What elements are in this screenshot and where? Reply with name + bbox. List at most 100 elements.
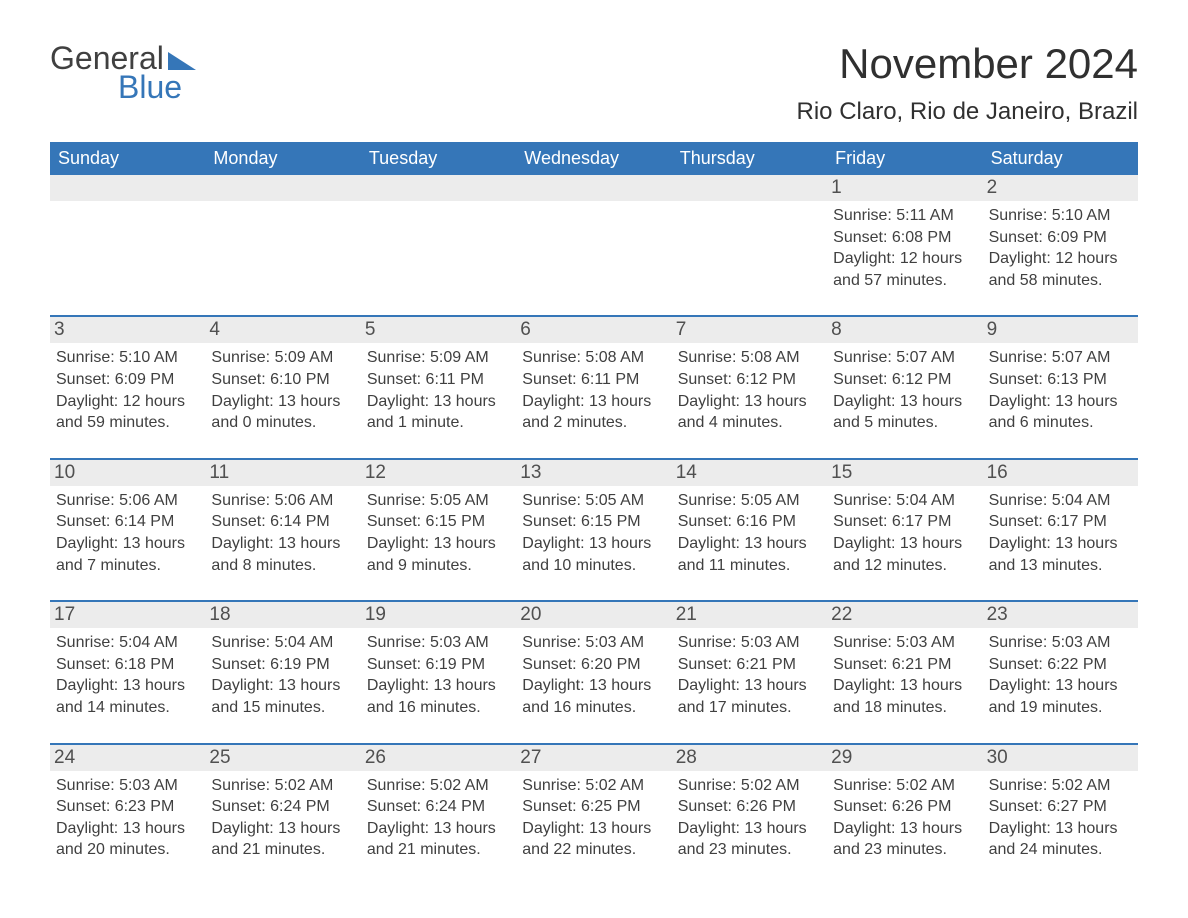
daylight-text: and 17 minutes. xyxy=(678,697,821,719)
day-number: 6 xyxy=(516,317,671,343)
calendar-day: 6Sunrise: 5:08 AMSunset: 6:11 PMDaylight… xyxy=(516,317,671,441)
weekday-header: Friday xyxy=(827,142,982,175)
sunset-text: Sunset: 6:24 PM xyxy=(211,796,354,818)
daylight-text: Daylight: 13 hours xyxy=(833,818,976,840)
day-number: 15 xyxy=(827,460,982,486)
sunrise-text: Sunrise: 5:02 AM xyxy=(522,775,665,797)
weekday-header: Monday xyxy=(205,142,360,175)
calendar-day: 22Sunrise: 5:03 AMSunset: 6:21 PMDayligh… xyxy=(827,602,982,726)
daylight-text: and 11 minutes. xyxy=(678,555,821,577)
sunset-text: Sunset: 6:09 PM xyxy=(989,227,1132,249)
sunset-text: Sunset: 6:21 PM xyxy=(678,654,821,676)
weekday-header: Tuesday xyxy=(361,142,516,175)
daylight-text: Daylight: 13 hours xyxy=(522,675,665,697)
day-number: 16 xyxy=(983,460,1138,486)
calendar-day: 24Sunrise: 5:03 AMSunset: 6:23 PMDayligh… xyxy=(50,745,205,869)
daylight-text: Daylight: 12 hours xyxy=(56,391,199,413)
daylight-text: and 10 minutes. xyxy=(522,555,665,577)
sunrise-text: Sunrise: 5:03 AM xyxy=(367,632,510,654)
sunset-text: Sunset: 6:10 PM xyxy=(211,369,354,391)
sunrise-text: Sunrise: 5:06 AM xyxy=(211,490,354,512)
calendar: Sunday Monday Tuesday Wednesday Thursday… xyxy=(50,142,1138,869)
sunset-text: Sunset: 6:17 PM xyxy=(989,511,1132,533)
daylight-text: and 58 minutes. xyxy=(989,270,1132,292)
daylight-text: Daylight: 12 hours xyxy=(833,248,976,270)
daylight-text: and 4 minutes. xyxy=(678,412,821,434)
sunrise-text: Sunrise: 5:04 AM xyxy=(211,632,354,654)
daylight-text: and 23 minutes. xyxy=(678,839,821,861)
location: Rio Claro, Rio de Janeiro, Brazil xyxy=(797,98,1138,126)
sunrise-text: Sunrise: 5:03 AM xyxy=(989,632,1132,654)
daylight-text: and 2 minutes. xyxy=(522,412,665,434)
daylight-text: Daylight: 13 hours xyxy=(833,675,976,697)
day-number xyxy=(50,175,205,201)
sunset-text: Sunset: 6:21 PM xyxy=(833,654,976,676)
day-number xyxy=(516,175,671,201)
daylight-text: and 1 minute. xyxy=(367,412,510,434)
calendar-day: 29Sunrise: 5:02 AMSunset: 6:26 PMDayligh… xyxy=(827,745,982,869)
calendar-day: 12Sunrise: 5:05 AMSunset: 6:15 PMDayligh… xyxy=(361,460,516,584)
sunset-text: Sunset: 6:27 PM xyxy=(989,796,1132,818)
sunset-text: Sunset: 6:17 PM xyxy=(833,511,976,533)
day-number: 23 xyxy=(983,602,1138,628)
calendar-day: 16Sunrise: 5:04 AMSunset: 6:17 PMDayligh… xyxy=(983,460,1138,584)
day-number: 27 xyxy=(516,745,671,771)
calendar-day: 10Sunrise: 5:06 AMSunset: 6:14 PMDayligh… xyxy=(50,460,205,584)
sunrise-text: Sunrise: 5:08 AM xyxy=(678,347,821,369)
day-number: 1 xyxy=(827,175,982,201)
daylight-text: and 22 minutes. xyxy=(522,839,665,861)
sunset-text: Sunset: 6:08 PM xyxy=(833,227,976,249)
daylight-text: Daylight: 13 hours xyxy=(211,533,354,555)
daylight-text: Daylight: 13 hours xyxy=(678,533,821,555)
sunrise-text: Sunrise: 5:06 AM xyxy=(56,490,199,512)
calendar-day: 11Sunrise: 5:06 AMSunset: 6:14 PMDayligh… xyxy=(205,460,360,584)
calendar-day: 15Sunrise: 5:04 AMSunset: 6:17 PMDayligh… xyxy=(827,460,982,584)
weekday-header: Wednesday xyxy=(516,142,671,175)
day-number: 10 xyxy=(50,460,205,486)
daylight-text: Daylight: 13 hours xyxy=(56,675,199,697)
daylight-text: and 6 minutes. xyxy=(989,412,1132,434)
day-number: 29 xyxy=(827,745,982,771)
sunrise-text: Sunrise: 5:02 AM xyxy=(989,775,1132,797)
sunrise-text: Sunrise: 5:09 AM xyxy=(367,347,510,369)
daylight-text: and 12 minutes. xyxy=(833,555,976,577)
sunrise-text: Sunrise: 5:02 AM xyxy=(678,775,821,797)
calendar-week: 3Sunrise: 5:10 AMSunset: 6:09 PMDaylight… xyxy=(50,315,1138,441)
day-number: 20 xyxy=(516,602,671,628)
daylight-text: and 0 minutes. xyxy=(211,412,354,434)
daylight-text: and 19 minutes. xyxy=(989,697,1132,719)
calendar-week: 1Sunrise: 5:11 AMSunset: 6:08 PMDaylight… xyxy=(50,175,1138,299)
day-number: 17 xyxy=(50,602,205,628)
daylight-text: Daylight: 13 hours xyxy=(522,533,665,555)
calendar-day: 7Sunrise: 5:08 AMSunset: 6:12 PMDaylight… xyxy=(672,317,827,441)
sunset-text: Sunset: 6:26 PM xyxy=(833,796,976,818)
day-number: 3 xyxy=(50,317,205,343)
daylight-text: and 8 minutes. xyxy=(211,555,354,577)
sunrise-text: Sunrise: 5:09 AM xyxy=(211,347,354,369)
daylight-text: Daylight: 13 hours xyxy=(211,818,354,840)
day-number xyxy=(361,175,516,201)
day-number: 19 xyxy=(361,602,516,628)
daylight-text: Daylight: 13 hours xyxy=(522,818,665,840)
daylight-text: and 21 minutes. xyxy=(367,839,510,861)
calendar-week: 17Sunrise: 5:04 AMSunset: 6:18 PMDayligh… xyxy=(50,600,1138,726)
day-number: 11 xyxy=(205,460,360,486)
calendar-day: 30Sunrise: 5:02 AMSunset: 6:27 PMDayligh… xyxy=(983,745,1138,869)
daylight-text: and 15 minutes. xyxy=(211,697,354,719)
calendar-day: 21Sunrise: 5:03 AMSunset: 6:21 PMDayligh… xyxy=(672,602,827,726)
sunrise-text: Sunrise: 5:04 AM xyxy=(989,490,1132,512)
sunrise-text: Sunrise: 5:05 AM xyxy=(367,490,510,512)
sunrise-text: Sunrise: 5:02 AM xyxy=(211,775,354,797)
calendar-day xyxy=(672,175,827,299)
daylight-text: Daylight: 13 hours xyxy=(211,391,354,413)
calendar-day: 20Sunrise: 5:03 AMSunset: 6:20 PMDayligh… xyxy=(516,602,671,726)
daylight-text: and 18 minutes. xyxy=(833,697,976,719)
sunset-text: Sunset: 6:14 PM xyxy=(56,511,199,533)
calendar-day: 4Sunrise: 5:09 AMSunset: 6:10 PMDaylight… xyxy=(205,317,360,441)
sunrise-text: Sunrise: 5:07 AM xyxy=(833,347,976,369)
day-number: 2 xyxy=(983,175,1138,201)
daylight-text: Daylight: 13 hours xyxy=(678,818,821,840)
daylight-text: and 24 minutes. xyxy=(989,839,1132,861)
sunrise-text: Sunrise: 5:07 AM xyxy=(989,347,1132,369)
month-title: November 2024 xyxy=(797,40,1138,88)
